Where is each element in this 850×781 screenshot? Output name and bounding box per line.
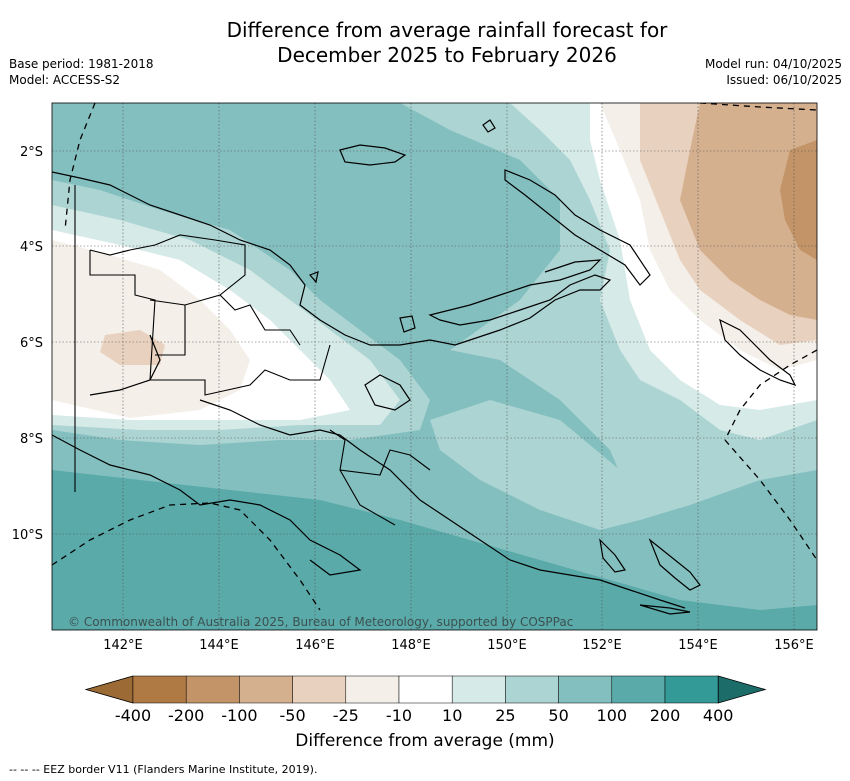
- model-run: Model run: 04/10/2025: [704, 57, 842, 71]
- lon-label-152e: 152°E: [582, 638, 622, 653]
- meta-left: Base period: 1981-2018 Model: ACCESS-S2: [9, 56, 154, 88]
- colorbar-swatch: [451, 675, 506, 704]
- colorbar-tick-label: -10: [386, 706, 412, 725]
- land-borders: [74, 185, 431, 526]
- title-line-2: December 2025 to February 2026: [277, 43, 617, 67]
- lon-label-148e: 148°E: [391, 638, 431, 653]
- colorbar-swatch: [505, 675, 559, 704]
- colorbar-tick-label: 25: [495, 706, 515, 725]
- colorbar-tick-label: -400: [115, 706, 151, 725]
- colorbar-swatch: [292, 675, 347, 704]
- colorbar-tick-label: -200: [168, 706, 204, 725]
- colorbar-tick-label: 50: [548, 706, 568, 725]
- lat-label-8s: 8°S: [20, 432, 43, 447]
- colorbar-swatch: [398, 675, 453, 704]
- colorbar-tick-label: 400: [703, 706, 734, 725]
- lon-label-142e: 142°E: [103, 638, 143, 653]
- issued-date: Issued: 06/10/2025: [726, 73, 842, 87]
- colorbar-tick-label: 10: [442, 706, 462, 725]
- map-panel: © Commonwealth of Australia 2025, Bureau…: [52, 103, 817, 630]
- colorbar-title: Difference from average (mm): [295, 731, 555, 751]
- title-line-1: Difference from average rainfall forecas…: [226, 18, 668, 42]
- colorbar-extend-high: [717, 675, 767, 704]
- colorbar-tick-label: 100: [597, 706, 628, 725]
- colorbar-tick-label: -100: [221, 706, 257, 725]
- contour-west-neg50-neg25: [100, 330, 165, 365]
- longitude-labels: 142°E 144°E 146°E 148°E 150°E 152°E 154°…: [103, 638, 814, 653]
- contour-south-100-200: [52, 518, 470, 630]
- model-name: Model: ACCESS-S2: [9, 73, 121, 87]
- contour-west-neg25-neg10: [52, 240, 250, 418]
- lon-label-144e: 144°E: [199, 638, 239, 653]
- lat-label-2s: 2°S: [20, 145, 43, 160]
- colorbar-swatch: [185, 675, 240, 704]
- lon-label-150e: 150°E: [487, 638, 527, 653]
- colorbar-swatch: [664, 675, 719, 704]
- gridlines: [52, 103, 817, 630]
- colorbar-swatch: [239, 675, 293, 704]
- lon-label-146e: 146°E: [295, 638, 335, 653]
- contour-central-25-50: [430, 400, 640, 530]
- colorbar-swatch: [558, 675, 613, 704]
- base-period: Base period: 1981-2018: [9, 57, 154, 71]
- contour-neg100-neg50: [680, 103, 817, 320]
- colorbar-swatch: [611, 675, 666, 704]
- coastlines: [52, 119, 797, 615]
- eez-footer-note: -- -- -- EEZ border V11 (Flanders Marine…: [9, 763, 318, 776]
- map-frame: [51, 102, 818, 631]
- colorbar-tick-label: -50: [280, 706, 306, 725]
- contour-neg200-neg100: [780, 140, 817, 260]
- meta-right: Model run: 04/10/2025 Issued: 06/10/2025: [705, 56, 842, 88]
- latitude-labels: 2°S 4°S 6°S 8°S 10°S: [12, 145, 43, 543]
- colorbar: -400 -200 -100 -50 -25 -10 10 25 50 100 200 400: [84, 675, 767, 725]
- lat-label-10s: 10°S: [12, 528, 43, 543]
- copyright-text: © Commonwealth of Australia 2025, Bureau…: [68, 615, 573, 629]
- lon-label-156e: 156°E: [774, 638, 814, 653]
- eez-borders: [52, 103, 817, 611]
- colorbar-tick-label: 200: [650, 706, 681, 725]
- map-title: Difference from average rainfall forecas…: [0, 18, 850, 68]
- lon-label-154e: 154°E: [678, 638, 718, 653]
- colorbar-extend-low: [84, 675, 134, 704]
- colorbar-swatch: [132, 675, 187, 704]
- lat-label-6s: 6°S: [20, 336, 43, 351]
- colorbar-swatch: [345, 675, 400, 704]
- lat-label-4s: 4°S: [20, 240, 43, 255]
- colorbar-tick-label: -25: [333, 706, 359, 725]
